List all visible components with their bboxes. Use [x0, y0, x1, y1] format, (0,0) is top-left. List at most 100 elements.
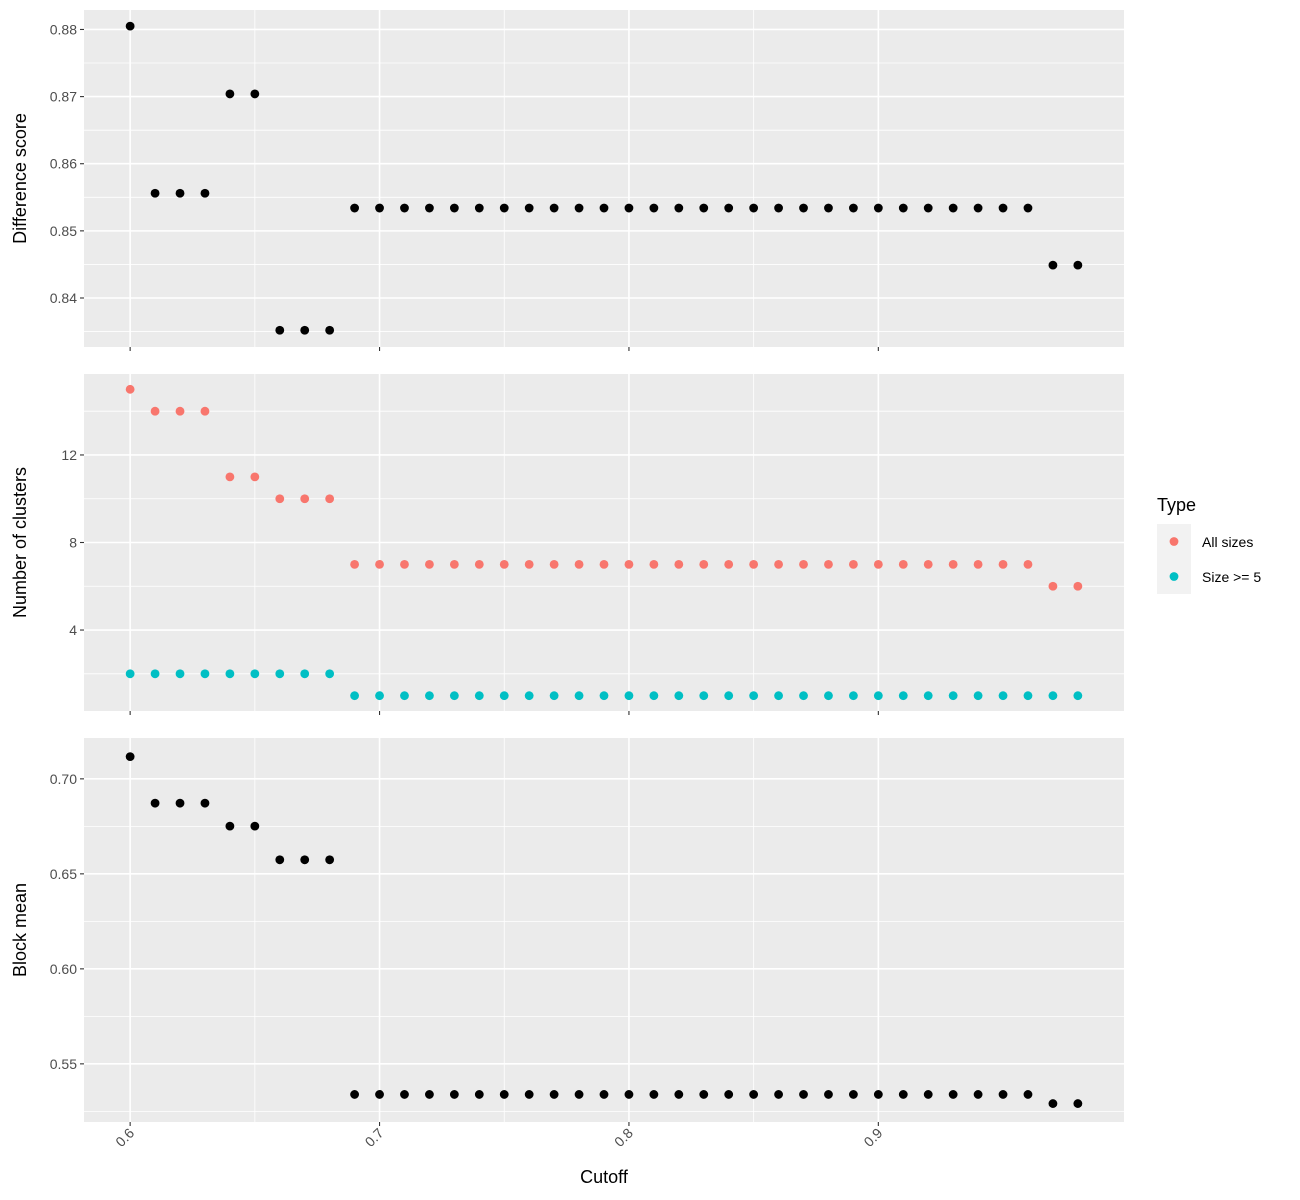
- data-point: [724, 691, 734, 701]
- data-point: [300, 494, 310, 504]
- data-point: [898, 203, 908, 213]
- series-difference: [125, 21, 1083, 335]
- data-point: [624, 559, 634, 569]
- data-point: [824, 691, 833, 701]
- data-point: [524, 203, 534, 213]
- data-point: [1023, 203, 1033, 213]
- data-point: [1048, 1099, 1058, 1108]
- data-point: [1073, 260, 1083, 270]
- data-point: [350, 559, 359, 569]
- data-point: [549, 559, 559, 569]
- data-point: [325, 669, 335, 679]
- data-point: [674, 691, 684, 701]
- data-point: [624, 1090, 634, 1099]
- series-size-5: [125, 669, 1083, 701]
- data-point: [923, 203, 933, 213]
- data-point: [524, 1090, 534, 1099]
- data-point: [125, 384, 135, 394]
- data-point: [400, 203, 409, 213]
- y-tick-label: 0.85: [50, 223, 77, 239]
- data-point: [998, 203, 1008, 213]
- data-point: [774, 203, 783, 213]
- data-point: [749, 559, 759, 569]
- data-point: [1048, 691, 1058, 701]
- data-point: [175, 669, 185, 679]
- data-point: [400, 691, 409, 701]
- data-point: [200, 798, 210, 808]
- data-point: [150, 406, 160, 416]
- data-point: [774, 1090, 783, 1099]
- series-all-sizes: [125, 384, 1083, 591]
- data-point: [873, 691, 883, 701]
- data-point: [225, 669, 235, 679]
- data-point: [524, 559, 534, 569]
- data-point: [300, 669, 310, 679]
- data-point: [375, 691, 384, 701]
- data-point: [350, 203, 359, 213]
- data-point: [849, 203, 858, 213]
- legend-item: All sizes: [1157, 524, 1253, 559]
- y-tick-label: 0.55: [50, 1056, 77, 1072]
- data-point: [175, 798, 185, 808]
- legend: Type All sizes Size >= 5: [1157, 495, 1261, 594]
- data-point: [425, 559, 434, 569]
- y-tick-label: 0.65: [50, 866, 77, 882]
- y-tick-label: 0.88: [50, 21, 77, 37]
- data-point: [325, 494, 335, 504]
- y-tick-label: 0.84: [50, 290, 77, 306]
- data-point: [599, 691, 609, 701]
- data-point: [225, 821, 235, 831]
- data-point: [948, 1090, 958, 1099]
- x-tick-label: 0.8: [611, 1125, 636, 1150]
- data-point: [749, 203, 759, 213]
- data-point: [973, 559, 983, 569]
- legend-title: Type: [1157, 495, 1196, 515]
- data-point: [1023, 559, 1033, 569]
- data-point: [300, 325, 310, 335]
- data-point: [849, 559, 858, 569]
- data-point: [1023, 691, 1033, 701]
- x-axis-title: Cutoff: [580, 1167, 629, 1187]
- data-point: [350, 1090, 359, 1099]
- data-point: [749, 691, 759, 701]
- data-point: [225, 89, 235, 99]
- data-point: [1073, 1099, 1083, 1108]
- data-point: [724, 203, 734, 213]
- data-point: [524, 691, 534, 701]
- y-tick-label: 4: [69, 622, 77, 638]
- data-point: [275, 494, 285, 504]
- x-tick-label: 0.9: [860, 1125, 885, 1150]
- data-point: [150, 798, 160, 808]
- data-point: [499, 559, 509, 569]
- data-point: [724, 559, 734, 569]
- data-point: [599, 559, 609, 569]
- data-point: [499, 691, 509, 701]
- data-point: [599, 203, 609, 213]
- data-point: [674, 203, 684, 213]
- data-point: [873, 203, 883, 213]
- data-point: [948, 203, 958, 213]
- data-point: [474, 1090, 484, 1099]
- data-point: [325, 855, 335, 865]
- data-point: [449, 203, 459, 213]
- data-point: [898, 691, 908, 701]
- data-point: [1048, 260, 1058, 270]
- data-point: [400, 559, 409, 569]
- data-point: [150, 188, 160, 198]
- data-point: [923, 691, 933, 701]
- data-point: [624, 203, 634, 213]
- y-tick-label: 0.86: [50, 156, 77, 172]
- data-point: [1073, 581, 1083, 591]
- data-point: [649, 691, 659, 701]
- data-point: [998, 559, 1008, 569]
- panel-background: [84, 738, 1124, 1122]
- data-point: [350, 691, 359, 701]
- data-point: [574, 691, 584, 701]
- data-point: [175, 188, 185, 198]
- legend-key-dot: [1169, 537, 1179, 546]
- data-point: [824, 559, 833, 569]
- data-point: [948, 691, 958, 701]
- data-point: [275, 669, 285, 679]
- y-tick-label: 8: [69, 535, 77, 551]
